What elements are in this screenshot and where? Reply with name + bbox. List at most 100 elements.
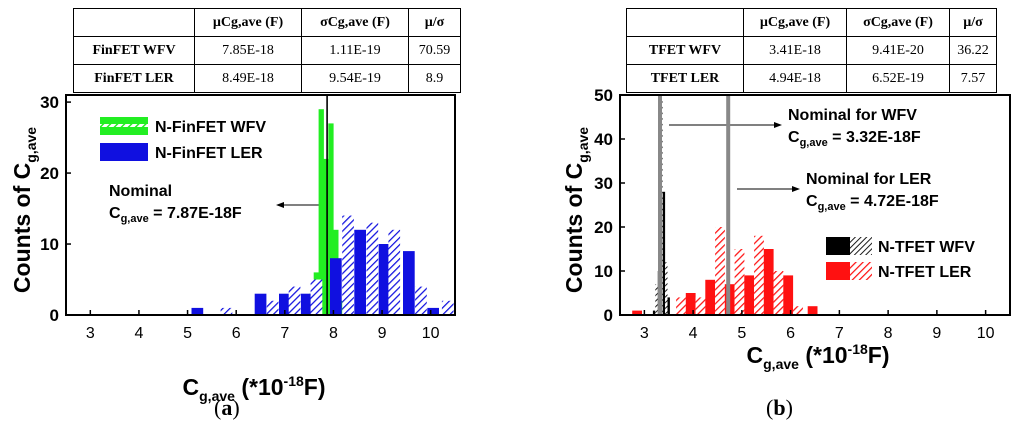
legend-label-n-tfet-wfv: N-TFET WFV [878, 239, 975, 256]
panel-b-bar-black-4 [662, 191, 666, 315]
panel-b-ytick-label-3: 30 [594, 174, 613, 193]
panel-a-xtick-label-2: 5 [183, 325, 192, 342]
panel-b-ytick-label-5: 50 [594, 86, 613, 105]
table-cell [73, 8, 195, 37]
panel-a-annotation: Nominal Cg,ave = 7.87E-18F [109, 183, 325, 225]
table-header-cell: σCg,ave (F) [846, 8, 950, 37]
panel-b-annotation-ler-arrowhead [792, 186, 800, 192]
panel-b-bar-red-10 [763, 249, 774, 315]
panel-a-ytick-label-2: 20 [40, 164, 59, 183]
legend-swatch-n-tfet-wfv-hatch [850, 237, 872, 255]
panel-a-bar-blue-1 [220, 307, 233, 315]
panel-a-bar-blue-17 [441, 300, 454, 315]
panel-b-ytick-label-0: 0 [604, 306, 613, 325]
table-header-cell: µ/σ [949, 8, 997, 37]
table-header-cell: σCg,ave (F) [301, 8, 409, 37]
table-row-label: FinFET WFV [73, 36, 195, 65]
panel-b-xlabel: Cg,ave (*10-18F) [747, 341, 890, 372]
panel-b-bar-red-3 [695, 297, 706, 315]
panel-a-bar-blue-4 [279, 293, 291, 315]
panel-a-xtick-label-6: 9 [378, 325, 387, 342]
panel-a-xlabel: Cg,ave (*10-18F) [183, 373, 326, 404]
panel-b-ytick-label-2: 20 [594, 218, 613, 237]
caption-b: (b) [766, 395, 793, 420]
panel-a-xtick-label-3: 6 [232, 325, 241, 342]
panel-b-annotation-wfv-arrowhead [774, 122, 782, 128]
panel-b-xtick-label-6: 9 [932, 325, 941, 342]
panel-b-annotation-ler: Nominal for LER Cg,ave = 4.72E-18F [737, 171, 939, 213]
panel-b-chart: Counts of Cg,ave Cg,ave (*10-18F) Nomina… [561, 86, 1011, 372]
panel-b-legend: N-TFET WFV N-TFET LER [826, 237, 975, 281]
panel-b-xtick-label-5: 8 [884, 325, 893, 342]
table-row: FinFET LER 8.49E-18 9.54E-19 8.9 [73, 64, 461, 93]
svg-text:Counts of Cg,ave: Counts of Cg,ave [9, 127, 39, 293]
panel-a-bar-blue-9 [342, 215, 354, 315]
panel-a-bar-green-4 [323, 158, 329, 315]
table-cell: 9.54E-19 [301, 64, 409, 93]
legend-swatch-n-tfet-ler-hatch [850, 262, 872, 280]
panel-b-bar-red-2 [685, 293, 696, 315]
panel-b-bar-red-11 [773, 271, 784, 315]
panel-a-bar-blue-15 [415, 286, 427, 315]
panel-a-xtick-label-7: 10 [422, 325, 440, 342]
panel-b-ylabel: Counts of Cg,ave [561, 127, 591, 293]
panel-a-bar-blue-7 [310, 279, 323, 315]
panel-a-annotation-arrowhead [276, 202, 284, 208]
panel-b-annotation-wfv: Nominal for WFV Cg,ave = 3.32E-18F [669, 107, 921, 149]
legend-label-n-tfet-ler: N-TFET LER [878, 264, 972, 281]
panel-b-xtick-label-0: 3 [640, 325, 649, 342]
table-cell: 4.94E-18 [743, 64, 847, 93]
panel-b-plot-frame [619, 94, 1011, 316]
panel-a-bar-blue-0 [191, 307, 204, 315]
panel-b-xtick-label-7: 10 [977, 325, 995, 342]
table-header-row: µCg,ave (F) σCg,ave (F) µ/σ [626, 8, 997, 37]
legend-swatch-n-finfet-wfv-hatch [100, 124, 148, 127]
table-cell: 7.85E-18 [194, 36, 302, 65]
legend-label-n-finfet-ler: N-FinFET LER [155, 145, 263, 162]
table-cell: 8.9 [408, 64, 461, 93]
panel-a-bar-blue-11 [366, 222, 379, 315]
panel-a-ytick-label-3: 30 [40, 93, 59, 112]
panel-a-xtick-label-0: 3 [86, 325, 95, 342]
panel-a-bar-blue-10 [354, 229, 366, 315]
panel-b-annotation-wfv-label: Cg,ave = 3.32E-18F [788, 129, 921, 149]
svg-text:Cg,ave (*10-18F): Cg,ave (*10-18F) [747, 341, 890, 372]
panel-a-bar-blue-14 [403, 251, 415, 315]
panel-b-xtick-label-2: 5 [737, 325, 746, 342]
panel-b-bar-red-0 [632, 310, 642, 315]
table-header-cell: µCg,ave (F) [194, 8, 302, 37]
panel-b-bar-red-4 [705, 279, 716, 315]
table-finfet-stats: µCg,ave (F) σCg,ave (F) µ/σ FinFET WFV 7… [73, 8, 461, 93]
panel-a-ytick-label-1: 10 [40, 235, 59, 254]
panel-a-ytick-label-0: 0 [50, 306, 59, 325]
panel-b-bar-black-1 [655, 284, 658, 315]
table-row-label: TFET LER [626, 64, 744, 93]
table-row: TFET LER 4.94E-18 6.52E-19 7.57 [626, 64, 997, 93]
svg-text:Cg,ave (*10-18F): Cg,ave (*10-18F) [183, 373, 326, 404]
table-row: TFET WFV 3.41E-18 9.41E-20 36.22 [626, 36, 997, 65]
panel-b-bar-black-5 [665, 262, 668, 315]
panel-b-ytick-label-4: 40 [594, 130, 613, 149]
panel-b-bar-red-13 [793, 306, 803, 315]
table-header-cell: µCg,ave (F) [743, 8, 847, 37]
table-row-label: FinFET LER [73, 64, 195, 93]
panel-a-annotation-label: Cg,ave = 7.87E-18F [109, 205, 242, 225]
panel-a-bar-blue-5 [288, 286, 301, 315]
panel-a-bar-blue-8 [330, 258, 342, 315]
table-header-cell: µ/σ [408, 8, 461, 37]
panel-a-chart: Counts of Cg,ave Cg,ave (*10-18F) Nomina… [9, 93, 456, 404]
panel-a-bar-blue-12 [378, 244, 391, 315]
table-cell: 6.52E-19 [846, 64, 950, 93]
table-header-row: µCg,ave (F) σCg,ave (F) µ/σ [73, 8, 461, 37]
panel-a-legend: N-FinFET WFV N-FinFET LER [100, 117, 266, 162]
panel-a-bar-blue-2 [254, 293, 267, 315]
panel-b-bar-red-1 [676, 297, 686, 315]
legend-swatch-n-finfet-ler [100, 143, 148, 161]
panel-a-bar-blue-6 [300, 293, 313, 315]
panel-a-bar-blue-16 [427, 307, 439, 315]
table-cell: 7.57 [949, 64, 997, 93]
panel-b-bar-red-7 [734, 249, 745, 315]
table-cell: 9.41E-20 [846, 36, 950, 65]
panel-a-plot-frame [65, 94, 456, 316]
panel-b-annotation-ler-label: Cg,ave = 4.72E-18F [806, 193, 939, 213]
